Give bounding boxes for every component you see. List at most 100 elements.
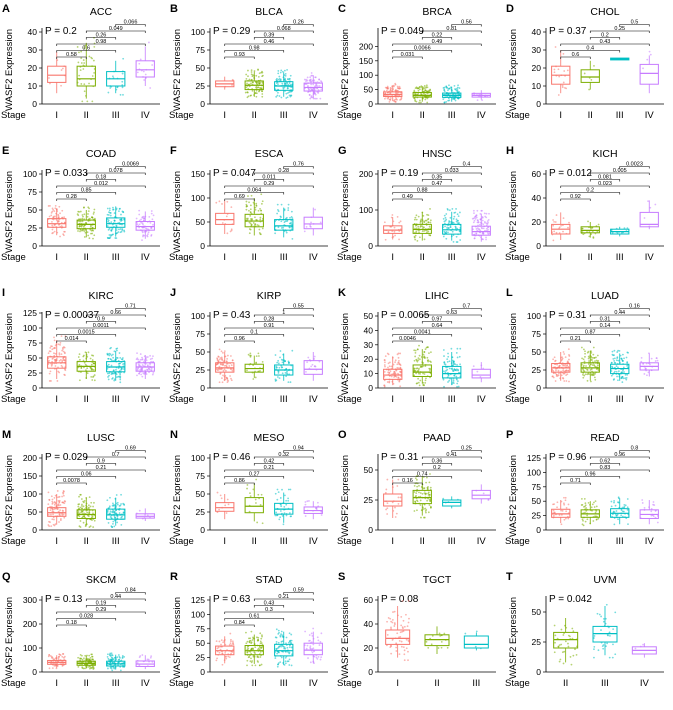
data-point — [118, 655, 121, 658]
data-point — [309, 79, 312, 82]
data-point — [222, 374, 224, 377]
data-point — [60, 518, 62, 520]
data-point — [407, 650, 409, 653]
data-point — [230, 206, 233, 209]
box-stage-IV — [639, 200, 659, 230]
data-point — [397, 502, 400, 505]
data-point — [83, 230, 86, 233]
data-point — [226, 357, 229, 360]
data-point — [614, 504, 617, 507]
data-point — [251, 89, 254, 92]
box-stage-I — [215, 348, 235, 384]
data-point — [401, 626, 404, 629]
bracket-p-label: 0.98 — [249, 46, 260, 52]
box-iqr — [639, 63, 659, 85]
data-point — [257, 68, 259, 71]
data-point — [582, 233, 585, 236]
data-point — [63, 346, 66, 349]
data-point — [558, 644, 561, 647]
data-point — [91, 515, 94, 518]
data-point — [254, 206, 257, 209]
data-point — [617, 379, 619, 382]
data-point — [247, 195, 249, 197]
data-point — [413, 97, 416, 100]
box-stage-III — [610, 226, 630, 237]
bracket-p-label: 0.078 — [109, 168, 123, 174]
data-point — [53, 354, 56, 357]
data-point — [485, 212, 488, 215]
stage-tick-label: II — [434, 678, 439, 689]
data-point — [260, 193, 263, 196]
data-point — [447, 373, 450, 376]
data-point — [414, 351, 417, 354]
data-point — [111, 658, 113, 661]
data-point — [593, 376, 596, 379]
data-point — [419, 222, 422, 224]
data-point — [595, 368, 598, 371]
data-point — [249, 211, 252, 214]
data-point — [288, 646, 291, 649]
box-iqr — [47, 65, 67, 83]
y-tick-label: 100 — [527, 311, 541, 321]
data-point — [286, 96, 289, 99]
data-point — [146, 235, 149, 238]
bracket-line — [560, 198, 591, 201]
box-iqr — [553, 631, 579, 649]
data-point — [386, 478, 389, 481]
data-point — [84, 363, 87, 366]
bracket-p-label: 0.98 — [96, 39, 107, 45]
data-point — [413, 510, 416, 512]
data-point — [316, 87, 318, 90]
data-point — [479, 229, 482, 232]
data-point — [393, 625, 396, 627]
data-point — [111, 669, 114, 672]
data-point — [593, 64, 595, 67]
data-point — [427, 221, 430, 224]
data-point — [562, 377, 565, 380]
box-stage-I — [47, 490, 67, 528]
bracket-p-label: 0.74 — [417, 472, 428, 478]
data-point — [554, 46, 557, 48]
data-point — [108, 207, 111, 210]
data-point — [109, 353, 112, 356]
panel-title: BLCA — [255, 6, 282, 18]
data-point — [259, 503, 262, 506]
data-point — [245, 208, 248, 211]
data-point — [109, 234, 112, 236]
data-point — [152, 223, 154, 226]
data-point — [563, 372, 565, 375]
data-point — [121, 210, 124, 213]
data-point — [288, 658, 291, 661]
data-point — [487, 219, 490, 221]
data-point — [398, 87, 401, 90]
data-point — [308, 634, 311, 636]
data-point — [622, 377, 625, 380]
data-point — [634, 647, 637, 650]
bracket-p-label: 0.96 — [234, 336, 245, 342]
bracket-p-label: 0.56 — [461, 20, 472, 26]
data-point — [106, 207, 109, 210]
bracket-line — [253, 172, 314, 175]
comparison-bracket: 0.011 — [253, 175, 285, 182]
data-point — [48, 77, 50, 79]
data-point — [472, 221, 475, 224]
data-point — [79, 69, 82, 72]
data-point — [572, 630, 575, 633]
data-point — [143, 79, 146, 81]
data-point — [276, 376, 279, 378]
data-point — [259, 640, 262, 643]
data-point — [590, 233, 593, 236]
data-point — [78, 353, 81, 356]
data-point — [149, 221, 152, 224]
data-point — [261, 71, 264, 74]
box-stage-IV — [639, 50, 659, 94]
data-point — [568, 380, 570, 383]
data-point — [246, 664, 248, 667]
data-point — [448, 209, 451, 212]
data-point — [289, 83, 292, 86]
data-point — [440, 646, 443, 649]
panel-letter: E — [2, 145, 9, 157]
data-point — [385, 488, 388, 491]
data-point — [141, 239, 143, 241]
comparison-bracket: 0.69 — [115, 446, 146, 453]
